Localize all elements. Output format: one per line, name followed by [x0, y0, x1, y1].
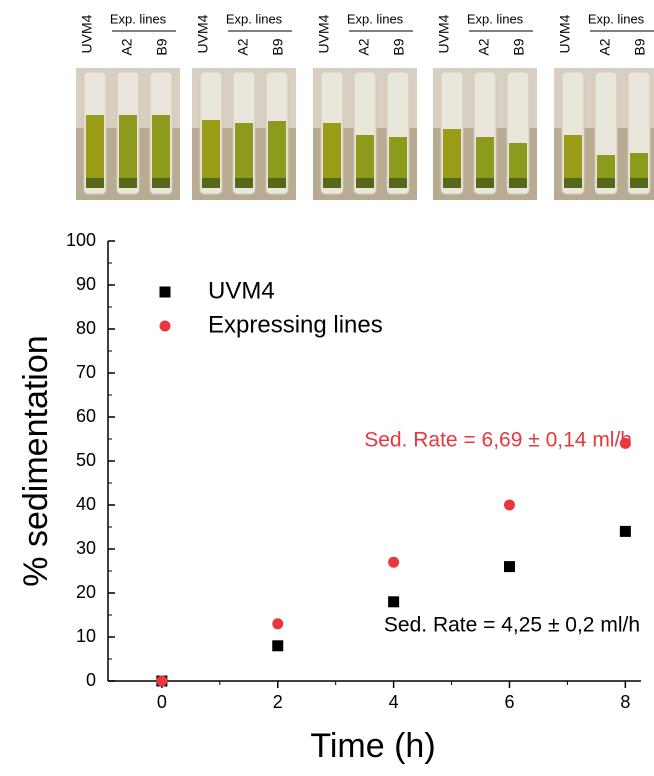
tube-liquid	[152, 115, 170, 188]
photo-label: A2	[119, 38, 135, 55]
x-tick-label: 4	[389, 692, 399, 712]
tube-sediment	[356, 178, 374, 188]
photo-label: UVM4	[195, 14, 211, 53]
y-tick-label: 90	[76, 274, 96, 294]
tube-liquid	[119, 115, 137, 188]
tube-sediment	[443, 178, 461, 188]
photo-label: Exp. lines	[110, 11, 167, 26]
photo-label: A2	[356, 38, 372, 55]
tube-sediment	[86, 178, 104, 188]
photo-label: B9	[154, 38, 170, 55]
photo-label: Exp. lines	[467, 11, 524, 26]
y-tick-label: 20	[76, 582, 96, 602]
tube-liquid	[323, 123, 341, 188]
point	[272, 640, 284, 652]
tube-liquid	[564, 135, 582, 188]
y-tick-label: 80	[76, 318, 96, 338]
photo-label: UVM4	[436, 14, 452, 53]
tube-sediment	[323, 178, 341, 188]
photo-label: B9	[270, 38, 286, 55]
y-axis-label: % sedimentation	[17, 335, 55, 586]
x-tick-label: 0	[157, 692, 167, 712]
tube-liquid	[476, 137, 494, 188]
tube-sediment	[119, 178, 137, 188]
x-tick-label: 8	[620, 692, 630, 712]
tube-liquid	[509, 143, 527, 188]
tube-liquid	[443, 129, 461, 188]
photo-label: Exp. lines	[226, 11, 283, 26]
photo-label: UVM4	[316, 14, 332, 53]
y-tick-label: 10	[76, 626, 96, 646]
photo-label: Exp. lines	[347, 11, 404, 26]
point	[388, 596, 400, 608]
legend-label: Expressing lines	[208, 311, 383, 338]
x-tick-label: 6	[504, 692, 514, 712]
tube-sediment	[152, 178, 170, 188]
tube-liquid	[356, 135, 374, 188]
y-tick-label: 0	[86, 670, 96, 690]
tube-sediment	[630, 178, 648, 188]
point	[619, 437, 631, 449]
y-tick-label: 30	[76, 538, 96, 558]
photo-label: B9	[391, 38, 407, 55]
y-tick-label: 70	[76, 362, 96, 382]
photo-label: Exp. lines	[588, 11, 645, 26]
tube-sediment	[268, 178, 286, 188]
tube-liquid	[235, 123, 253, 188]
tube-liquid	[389, 137, 407, 188]
tube-sediment	[389, 178, 407, 188]
tube-sediment	[564, 178, 582, 188]
photo-label: A2	[597, 38, 613, 55]
tube-sediment	[509, 178, 527, 188]
point	[388, 556, 400, 568]
y-tick-label: 100	[66, 230, 96, 250]
point	[503, 499, 515, 511]
tube-sediment	[202, 178, 220, 188]
legend-marker	[159, 320, 171, 332]
photo-label: A2	[235, 38, 251, 55]
photo-label: B9	[632, 38, 648, 55]
legend-label: UVM4	[208, 277, 275, 304]
point	[619, 525, 631, 537]
legend-marker	[159, 286, 171, 298]
annotation: Sed. Rate = 6,69 ± 0,14 ml/h	[364, 429, 632, 452]
y-tick-label: 60	[76, 406, 96, 426]
x-axis-label: Time (h)	[310, 727, 435, 765]
photo-label: B9	[511, 38, 527, 55]
tube-liquid	[268, 121, 286, 188]
tube-liquid	[202, 120, 220, 188]
tube-sediment	[235, 178, 253, 188]
photo-label: UVM4	[79, 14, 95, 53]
annotation: Sed. Rate = 4,25 ± 0,2 ml/h	[384, 614, 640, 637]
y-tick-label: 40	[76, 494, 96, 514]
tube-sediment	[476, 178, 494, 188]
point	[156, 675, 168, 687]
photo-label: UVM4	[557, 14, 573, 53]
y-tick-label: 50	[76, 450, 96, 470]
x-tick-label: 2	[273, 692, 283, 712]
tube-liquid	[86, 115, 104, 188]
photo-label: A2	[476, 38, 492, 55]
point	[272, 618, 284, 630]
tube-sediment	[597, 178, 615, 188]
point	[503, 561, 515, 573]
